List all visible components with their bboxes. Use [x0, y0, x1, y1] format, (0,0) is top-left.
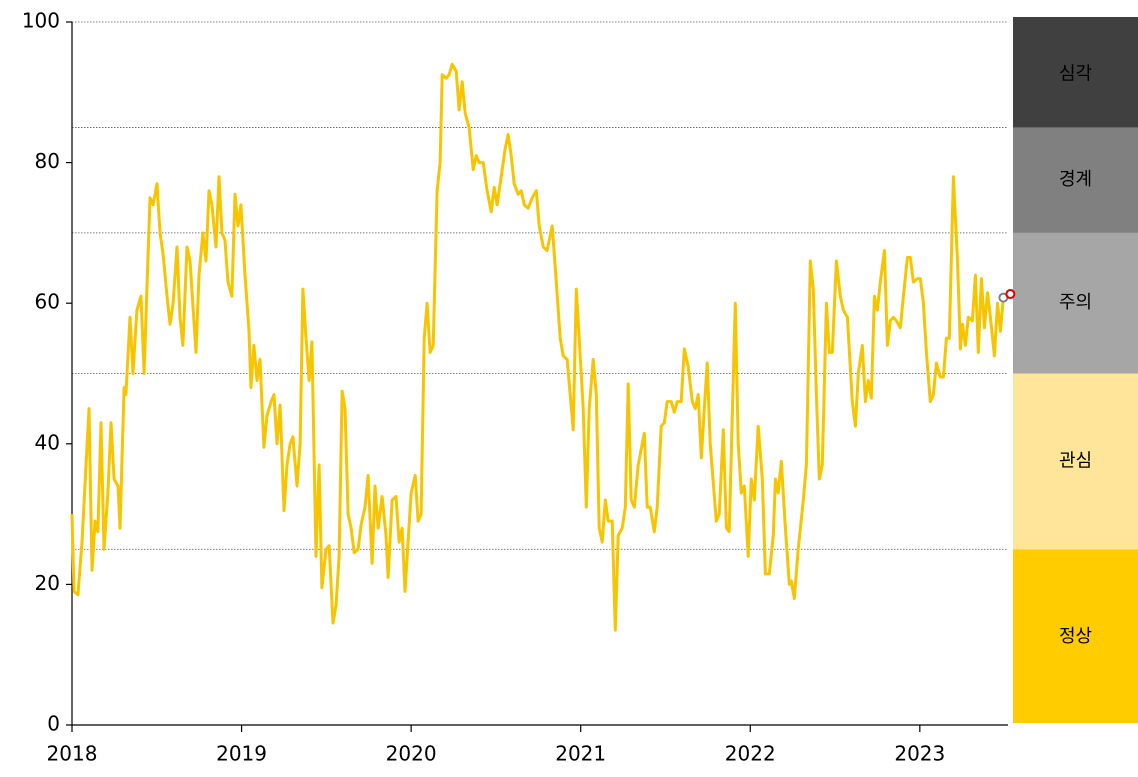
- y-tick-label: 40: [35, 430, 60, 454]
- x-tick-label: 2021: [555, 742, 606, 766]
- latest-point: [1005, 289, 1016, 300]
- band-label: 정상: [1059, 626, 1092, 647]
- risk-band: [1013, 17, 1138, 128]
- index-line: [70, 62, 1005, 632]
- x-tick-label: 2019: [216, 742, 267, 766]
- band-label: 주의: [1059, 292, 1092, 313]
- band-label: 경계: [1059, 169, 1092, 190]
- y-tick-label: 20: [35, 571, 60, 595]
- y-tick-label: 0: [47, 712, 60, 736]
- y-tick-label: 60: [35, 290, 60, 314]
- risk-band: [1013, 232, 1138, 374]
- risk-band: [1013, 127, 1138, 233]
- band-label: 관심: [1059, 450, 1092, 471]
- risk-band: [1013, 549, 1138, 723]
- x-tick-label: 2020: [386, 742, 437, 766]
- x-tick-label: 2018: [47, 742, 98, 766]
- risk-band: [1013, 373, 1138, 550]
- x-tick-label: 2023: [894, 742, 945, 766]
- band-label: 심각: [1059, 64, 1092, 85]
- x-tick-label: 2022: [725, 742, 776, 766]
- y-tick-label: 80: [35, 149, 60, 173]
- y-tick-label: 100: [22, 9, 60, 33]
